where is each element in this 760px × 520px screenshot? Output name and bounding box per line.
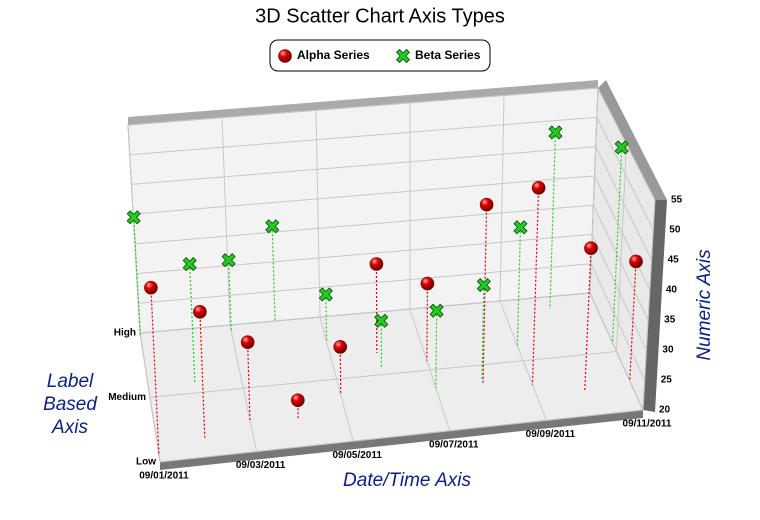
point (333, 340, 348, 354)
grid-line (133, 175, 595, 215)
point (584, 241, 598, 256)
grid-line (134, 204, 594, 245)
chart-title: 3D Scatter Chart Axis Types (255, 5, 505, 27)
grid-line (589, 87, 599, 294)
grid-line (159, 409, 644, 463)
legend-marker (395, 48, 411, 64)
point (318, 287, 333, 302)
point (369, 257, 384, 271)
grid-line (642, 199, 656, 411)
grid-line (131, 146, 596, 185)
y-tick-label: 55 (671, 195, 683, 206)
y-axis-title: Numeric Axis (694, 249, 715, 361)
point (614, 140, 629, 155)
y-tick-label: 35 (664, 315, 676, 326)
grid-line (139, 292, 591, 334)
drop-line (247, 342, 251, 420)
y-tick-label: 50 (669, 225, 681, 236)
grid-line (315, 110, 321, 318)
top-rim (128, 80, 598, 125)
x-tick-label: 09/09/2011 (526, 429, 576, 440)
point (429, 303, 444, 318)
grid-line (136, 233, 593, 275)
grid-line (127, 87, 599, 126)
point (479, 197, 494, 212)
x-tick-label: 09/03/2011 (236, 460, 286, 471)
point (374, 313, 389, 328)
z-tick-label: Medium (108, 392, 146, 403)
y-tick-label: 30 (662, 345, 674, 356)
drop-line (482, 204, 488, 384)
drop-line (150, 287, 160, 456)
z-tick-label: Low (136, 457, 156, 468)
y-tick-label: 40 (666, 285, 678, 296)
point (531, 181, 546, 195)
point (291, 393, 305, 408)
point (629, 254, 643, 269)
drop-line (611, 147, 623, 343)
point (144, 280, 158, 295)
x-tick-label: 09/01/2011 (139, 471, 189, 482)
grid-line (149, 351, 617, 398)
side-rim (598, 80, 667, 200)
y-tick-label: 25 (661, 375, 673, 386)
legend-box (269, 39, 491, 72)
point (548, 125, 563, 140)
drop-line (199, 311, 206, 438)
point (182, 257, 197, 272)
grid (127, 87, 656, 463)
grid-line (499, 95, 505, 302)
z-axis-title: Label Based Axis (43, 371, 97, 438)
x-axis-title: Date/Time Axis (343, 470, 471, 491)
y-tick-label: 20 (659, 405, 671, 416)
legend-label: Alpha Series (297, 48, 370, 62)
side-edge (643, 200, 667, 412)
grid-line (616, 143, 627, 352)
drop-line (426, 283, 429, 361)
x-tick-label: 09/07/2011 (429, 439, 479, 450)
point (420, 276, 435, 291)
drop-line (531, 187, 540, 385)
marks (126, 125, 643, 456)
point (513, 220, 528, 235)
floor-edge (160, 410, 643, 470)
z-tick-label: High (114, 328, 136, 339)
legend-marker (278, 49, 292, 63)
drop-line (435, 310, 438, 389)
x-tick-label: 09/05/2011 (332, 450, 382, 461)
point (193, 305, 207, 319)
grid-line (138, 263, 592, 304)
x-tick-label: 09/11/2011 (623, 419, 672, 430)
grid-line (221, 117, 231, 326)
point (240, 335, 255, 349)
point (476, 278, 491, 293)
legend-label: Beta Series (415, 48, 481, 62)
plot-box (127, 80, 667, 470)
point (126, 210, 141, 225)
grid-line (129, 116, 597, 156)
drop-line (549, 132, 557, 309)
point (265, 219, 280, 234)
point (221, 253, 236, 268)
y-tick-label: 45 (668, 255, 680, 266)
